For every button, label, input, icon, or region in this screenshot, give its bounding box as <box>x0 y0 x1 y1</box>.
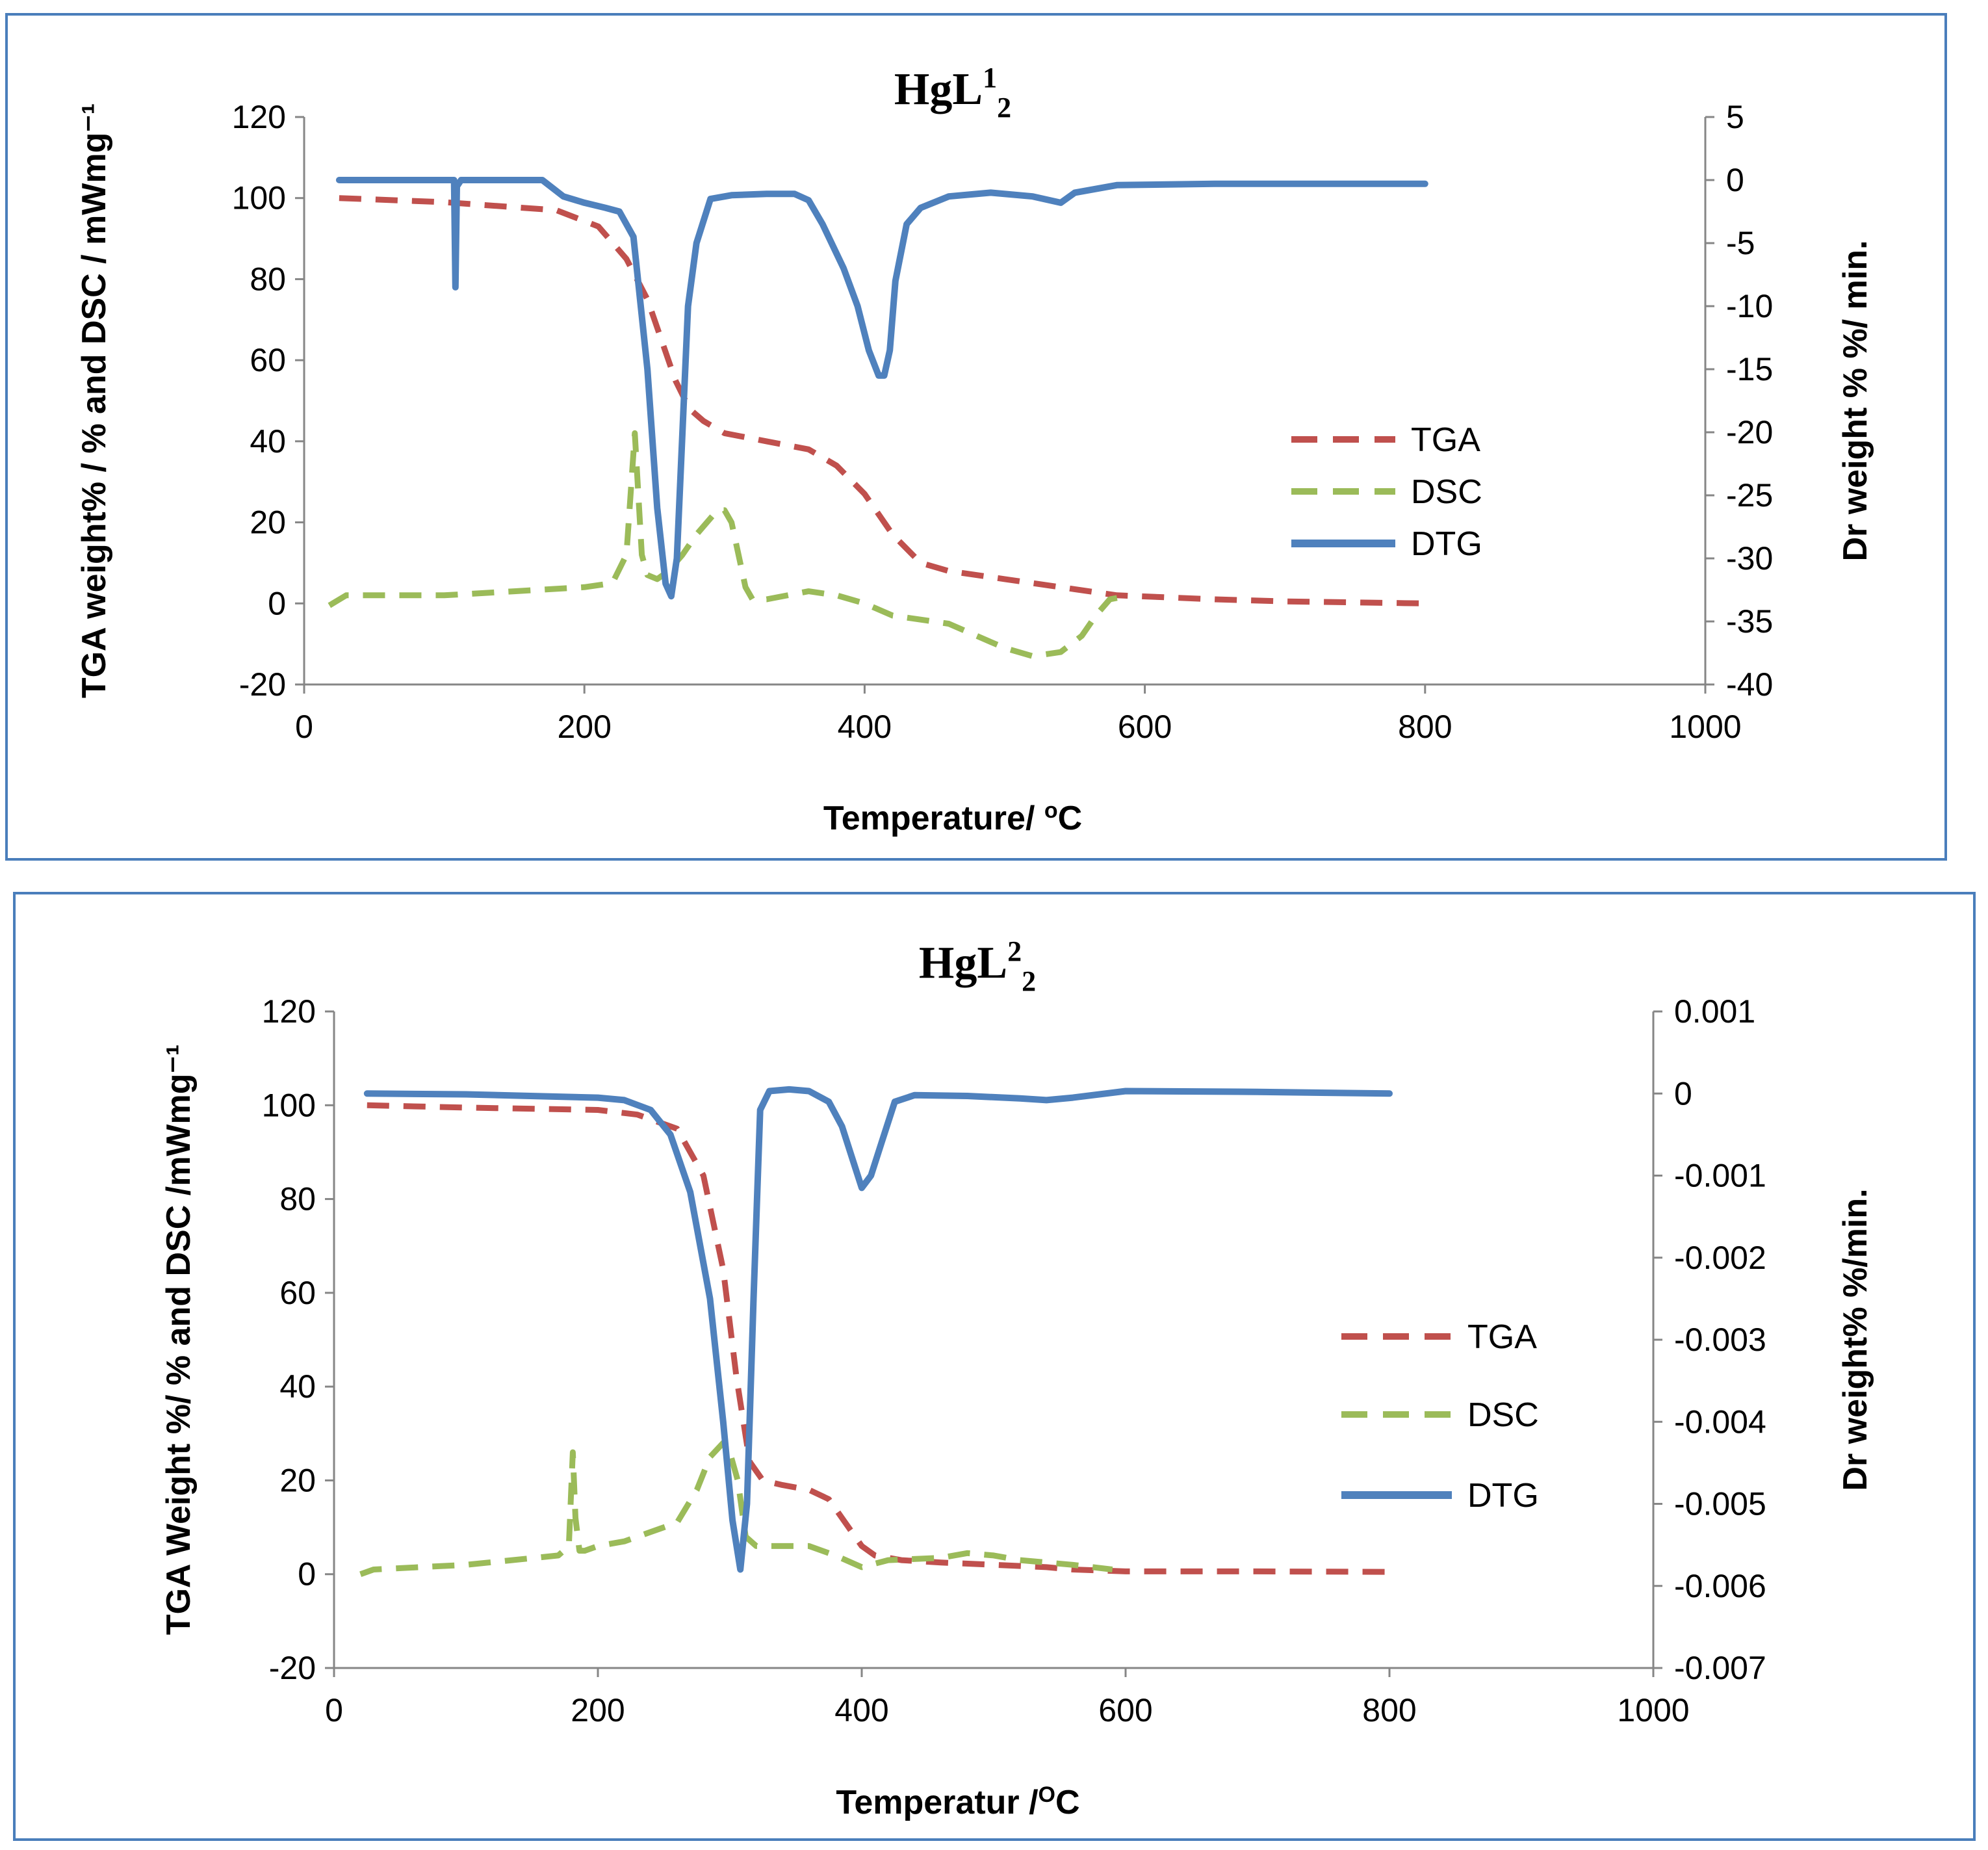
chart2-x-tick-label: 0 <box>325 1692 343 1728</box>
chart2-legend-label-tga: TGA <box>1467 1318 1537 1356</box>
chart2-x-tick-label: 1000 <box>1617 1692 1689 1728</box>
chart1-x-tick-label: 1000 <box>1669 709 1741 745</box>
chart-panel-1: HgL12 0 200 400 600 800 1000 120 100 80 60 40 20 0 -20… <box>5 13 1947 861</box>
chart-panel-2: HgL22 0 200 400 600 800 1000 120 100 80 60 40 20 0 -20… <box>13 892 1976 1841</box>
chart2-legend-label-dtg: DTG <box>1467 1477 1539 1515</box>
chart1-y2-tick-label: -35 <box>1726 603 1773 640</box>
chart2-y-tick-label: 0 <box>298 1556 316 1593</box>
chart2-y2-tick-label: -0.007 <box>1674 1650 1766 1686</box>
chart1-y-tick-label: 100 <box>232 180 286 216</box>
chart1-title: HgL12 <box>894 62 1011 124</box>
chart1-x-tick-label: 200 <box>557 709 611 745</box>
chart1-y-tick-label: 60 <box>250 342 286 378</box>
chart2-y-tick-label: 40 <box>279 1368 316 1405</box>
chart1-y-tick-label: 80 <box>250 261 286 297</box>
chart1-x-tick-label: 600 <box>1118 709 1172 745</box>
chart1-x-axis-title: Temperature/ oC <box>823 798 1082 837</box>
chart2-y2-tick-label: -0.006 <box>1674 1568 1766 1604</box>
chart1-y-axis-title: TGA weight% / % and DSC / mWmg⁻¹ <box>75 103 113 698</box>
chart2-title: HgL22 <box>919 935 1036 997</box>
chart1-y2-tick-label: -15 <box>1726 351 1773 387</box>
chart1-x-tick-label: 0 <box>295 709 313 745</box>
chart1-y2-tick-label: -10 <box>1726 288 1773 324</box>
chart2-y-tick-label: -20 <box>269 1650 316 1686</box>
chart1-y-tick-label: 0 <box>268 585 286 621</box>
chart2-y-tick-label: 100 <box>262 1087 316 1123</box>
chart2-x-tick-label: 800 <box>1362 1692 1416 1728</box>
chart1-series-dsc-line <box>328 430 1131 659</box>
chart2-y-axis-title: TGA Weight %/ % and DSC /mWmg⁻¹ <box>160 1045 198 1635</box>
chart2-y2-axis-title: Dr weight% %/min. <box>1837 1188 1874 1491</box>
chart1-y-tick-label: -20 <box>239 666 286 703</box>
chart2-y-tick-label: 20 <box>279 1462 316 1498</box>
chart1-y-tick-label: 120 <box>232 99 286 135</box>
chart1-x-tick-label: 800 <box>1398 709 1452 745</box>
chart2-series-tga-line <box>367 1102 1390 1575</box>
chart2-y-tick-label: 60 <box>279 1275 316 1311</box>
chart1-y2-tick-label: -25 <box>1726 477 1773 514</box>
chart2-y2-tick-label: -0.004 <box>1674 1403 1766 1440</box>
chart2-y2-tick-label: -0.005 <box>1674 1486 1766 1522</box>
chart2-y-tick-label: 80 <box>279 1181 316 1218</box>
chart1-y-tick-label: 20 <box>250 504 286 541</box>
chart2-y2-tick-label: 0.001 <box>1674 993 1755 1030</box>
chart2-y-tick-label: 120 <box>262 993 316 1030</box>
chart2-y2-tick-label: 0 <box>1674 1075 1692 1112</box>
chart2-y2-tick-label: -0.001 <box>1674 1158 1766 1194</box>
chart1-y2-tick-label: 0 <box>1726 162 1744 198</box>
chart2-y2-tick-label: -0.003 <box>1674 1322 1766 1358</box>
chart2-series-dtg-line <box>363 1086 1393 1573</box>
chart1-y2-axis-title: Dr weight % %/ min. <box>1837 240 1874 561</box>
chart2-y2-tick-label: -0.002 <box>1674 1240 1766 1276</box>
chart1-series-tga-line <box>339 195 1425 606</box>
chart1-y2-tick-label: -40 <box>1726 666 1773 703</box>
chart2-x-tick-label: 400 <box>834 1692 888 1728</box>
chart2-x-axis-title: Temperatur /OC <box>836 1782 1079 1821</box>
chart1-y2-tick-label: -30 <box>1726 540 1773 577</box>
chart1-legend-label-dsc: DSC <box>1411 473 1482 511</box>
chart1-x-tick-label: 400 <box>838 709 892 745</box>
chart1-y2-tick-label: 5 <box>1726 99 1744 135</box>
chart1-legend-label-dtg: DTG <box>1411 525 1482 563</box>
chart1-y2-tick-label: -5 <box>1726 225 1755 261</box>
chart2-x-tick-label: 600 <box>1098 1692 1152 1728</box>
chart1-series-dtg-line <box>335 177 1428 600</box>
chart2-x-tick-label: 200 <box>571 1692 625 1728</box>
chart1-y-tick-label: 40 <box>250 423 286 460</box>
chart1-legend-label-tga: TGA <box>1411 421 1480 459</box>
chart2-legend-label-dsc: DSC <box>1467 1396 1539 1434</box>
chart1-y2-tick-label: -20 <box>1726 414 1773 450</box>
